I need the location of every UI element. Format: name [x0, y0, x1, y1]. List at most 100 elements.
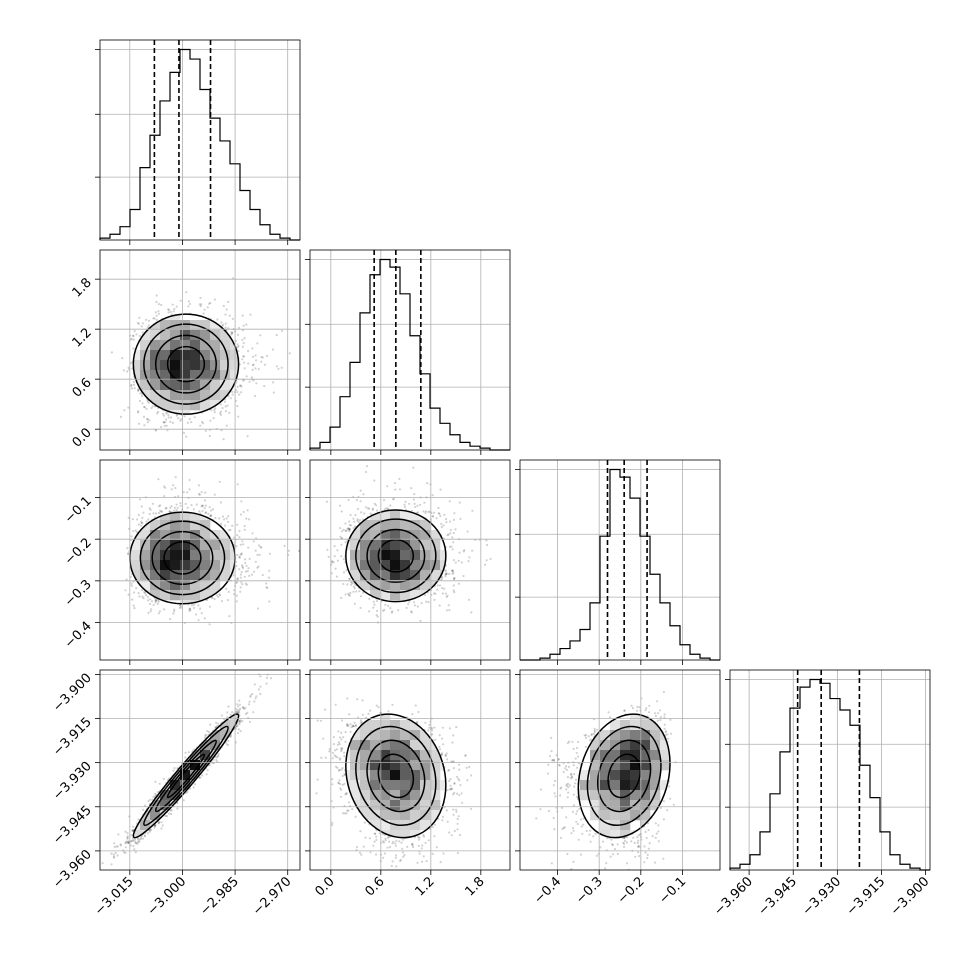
sample-point — [445, 609, 448, 612]
sample-point — [240, 552, 243, 555]
density-cell — [200, 550, 211, 561]
sample-point — [251, 347, 254, 350]
sample-point — [145, 520, 148, 523]
sample-point — [186, 506, 189, 509]
sample-point — [246, 435, 249, 438]
sample-point — [164, 507, 167, 510]
sample-point — [391, 610, 394, 613]
sample-point — [133, 607, 136, 610]
sample-point — [236, 483, 239, 486]
sample-point — [256, 607, 260, 610]
sample-point — [137, 410, 140, 413]
sample-point — [412, 466, 415, 469]
sample-point — [221, 407, 224, 410]
density-cell — [190, 350, 201, 361]
sample-point — [224, 524, 227, 527]
sample-point — [152, 603, 155, 607]
sample-point — [201, 422, 205, 425]
sample-point — [144, 591, 147, 595]
sample-point — [452, 571, 455, 574]
y-tick-label: 0.0 — [70, 425, 95, 450]
density-cell — [140, 550, 151, 561]
sample-point — [454, 528, 457, 531]
sample-point — [137, 422, 141, 425]
sample-point — [297, 549, 300, 553]
sample-point — [245, 583, 248, 586]
sample-point — [154, 311, 157, 314]
sample-point — [149, 508, 152, 511]
sample-point — [167, 416, 170, 419]
density-cell — [170, 590, 181, 601]
sample-point — [219, 594, 222, 597]
sample-point — [126, 370, 129, 373]
sample-point — [175, 305, 178, 308]
sample-point — [176, 506, 179, 509]
sample-point — [243, 355, 246, 358]
density-cell — [180, 600, 191, 604]
density-cell — [210, 370, 221, 381]
sample-point — [238, 568, 241, 571]
sample-point — [241, 564, 244, 567]
sample-point — [225, 308, 228, 311]
sample-point — [436, 584, 439, 587]
density-cell — [190, 330, 201, 341]
density-cell — [170, 410, 181, 415]
sample-point — [149, 598, 152, 601]
contour-line — [132, 313, 240, 415]
sample-point — [260, 360, 263, 363]
density-cell — [180, 410, 191, 415]
sample-point — [162, 414, 165, 417]
sample-point — [155, 314, 158, 317]
density-cell — [200, 350, 211, 361]
sample-point — [238, 555, 241, 559]
sample-point — [146, 400, 149, 403]
sample-point — [222, 438, 225, 441]
sample-point — [200, 505, 203, 508]
density-cell — [170, 512, 181, 521]
density-cell — [190, 550, 201, 561]
sample-point — [167, 311, 170, 314]
sample-point — [157, 600, 160, 603]
sample-point — [236, 523, 239, 526]
density-cell — [170, 550, 181, 561]
sample-point — [368, 597, 371, 600]
density-cell — [200, 320, 211, 331]
sample-point — [247, 546, 250, 549]
sample-point — [243, 361, 246, 364]
sample-point — [197, 619, 200, 622]
sample-point — [237, 415, 240, 418]
sample-point — [155, 300, 158, 304]
sample-point — [210, 509, 213, 512]
sample-point — [238, 536, 241, 539]
sample-point — [267, 576, 271, 579]
sample-point — [197, 484, 200, 487]
sample-point — [122, 369, 125, 372]
y-tick-label: −0.3 — [62, 577, 95, 610]
y-tick-label: 0.6 — [70, 375, 95, 400]
density-cell — [220, 560, 231, 571]
sample-point — [218, 593, 221, 596]
density-cell — [210, 390, 221, 401]
sample-point — [187, 300, 191, 303]
density-cell — [150, 530, 161, 541]
sample-point — [154, 601, 157, 604]
density-cell — [170, 360, 181, 371]
sample-point — [235, 600, 238, 603]
density-cell — [133, 360, 141, 371]
sample-point — [188, 609, 191, 612]
density-cell — [180, 512, 191, 521]
histogram-panel-1 — [305, 249, 511, 455]
sample-point — [263, 363, 267, 366]
sample-point — [233, 593, 236, 596]
sample-point — [242, 379, 245, 382]
density-cell — [160, 350, 171, 361]
sample-point — [162, 412, 165, 415]
sample-point — [242, 342, 245, 345]
density-cell — [150, 380, 161, 391]
sample-point — [173, 506, 177, 509]
sample-point — [142, 511, 145, 514]
sample-point — [241, 329, 244, 332]
density-cell — [210, 380, 221, 391]
sample-point — [174, 486, 177, 490]
sample-point — [248, 574, 251, 578]
